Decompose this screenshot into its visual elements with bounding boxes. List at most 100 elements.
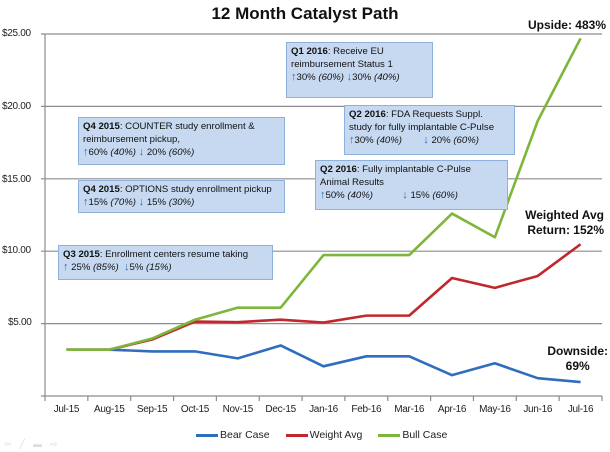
down-prob: (15%) — [146, 262, 172, 273]
up-prob: (60%) — [318, 72, 344, 83]
up-prob: (40%) — [347, 190, 373, 201]
callout-period: Q3 2015 — [63, 249, 100, 260]
up-pct: 60% — [88, 147, 108, 158]
downside-annotation: Downside: 69% — [547, 344, 608, 374]
arrow-up-icon: ↑ — [83, 146, 89, 158]
up-pct: 30% — [354, 135, 374, 146]
down-pct: 5% — [129, 262, 144, 273]
callout-q3-2015-enrollment: Q3 2015: Enrollment centers resume takin… — [58, 245, 273, 280]
down-prob: (40%) — [374, 72, 400, 83]
downside-line1: Downside: — [547, 344, 608, 358]
x-tick-label: Jul-16 — [567, 404, 594, 415]
arrow-up-icon: ↑ — [349, 134, 355, 146]
callout-text: : Enrollment centers resume taking — [99, 249, 249, 260]
arrow-down-icon: ↓ — [402, 189, 408, 201]
callout-text: study for fully implantable C-Pulse — [349, 122, 495, 133]
y-tick-label: $5.00 — [8, 317, 32, 328]
y-tick-label: $25.00 — [2, 28, 31, 39]
series-lines — [66, 37, 582, 384]
down-prob: (60%) — [432, 190, 458, 201]
weighted-avg-annotation: Weighted Avg Return: 152% — [525, 208, 604, 238]
callout-text: : OPTIONS study enrollment pickup — [119, 184, 272, 195]
arrow-down-icon: ↓ — [138, 146, 145, 158]
callout-period: Q2 2016 — [320, 164, 357, 175]
arrow-up-icon: ↑ — [291, 71, 297, 83]
x-tick-label: Sep-15 — [136, 404, 168, 415]
down-pct: 15% — [410, 190, 430, 201]
legend-item-bear: Bear Case — [196, 429, 270, 441]
callout-text: : COUNTER study enrollment & — [119, 121, 255, 132]
up-prob: (85%) — [93, 262, 119, 273]
up-prob: (70%) — [110, 197, 136, 208]
arrow-down-icon: ↓ — [346, 71, 353, 83]
legend-label: Weight Avg — [309, 429, 363, 441]
down-pct: 20% — [431, 135, 451, 146]
down-prob: (30%) — [168, 197, 195, 208]
y-tick-label: $10.00 — [2, 245, 31, 256]
y-tick-label: $20.00 — [2, 101, 31, 112]
callout-text: : Fully implantable C-Pulse — [356, 164, 471, 175]
prev-arrow-icon[interactable]: ⇦ — [4, 439, 12, 449]
callout-text: reimbursement pickup, — [83, 134, 181, 145]
up-prob: (40%) — [376, 135, 402, 146]
chart-title: 12 Month Catalyst Path — [211, 4, 399, 23]
arrow-up-icon: ↑ — [63, 261, 69, 273]
x-tick-label: Jul-15 — [53, 404, 80, 415]
x-tick-label: May-16 — [479, 404, 511, 415]
x-tick-label: Nov-15 — [222, 404, 254, 415]
weighted-avg-line1: Weighted Avg — [525, 208, 604, 222]
callout-period: Q1 2016 — [291, 46, 328, 57]
legend-swatch-bull — [378, 433, 401, 437]
upside-annotation: Upside: 483% — [527, 18, 606, 32]
slideshow-nav: ⇦ ╱ ▬ ⇨ — [4, 439, 58, 450]
legend-swatch-bear — [196, 433, 218, 437]
callout-q2-2016-fda: Q2 2016: FDA Requests Suppl. study for f… — [344, 105, 515, 155]
up-pct: 30% — [296, 72, 316, 83]
callout-q4-2015-options: Q4 2015: OPTIONS study enrollment pickup… — [78, 180, 285, 213]
down-pct: 30% — [352, 72, 372, 83]
x-tick-label: Feb-16 — [351, 404, 382, 415]
y-tick-label: $15.00 — [2, 174, 31, 185]
callout-text: reimbursement Status 1 — [291, 59, 393, 70]
callout-q4-2015-counter: Q4 2015: COUNTER study enrollment & reim… — [78, 117, 285, 165]
down-prob: (60%) — [453, 135, 479, 146]
x-tick-label: Aug-15 — [94, 404, 125, 415]
x-tick-label: Oct-15 — [180, 404, 210, 415]
x-tick-label: Jun-16 — [523, 404, 553, 415]
callout-text: Animal Results — [320, 177, 384, 188]
up-pct: 50% — [325, 190, 345, 201]
down-pct: 15% — [146, 197, 167, 208]
callout-text: : Receive EU — [327, 46, 384, 57]
downside-line2: 69% — [565, 359, 590, 373]
x-tick-label: Mar-16 — [394, 404, 425, 415]
up-prob: (40%) — [110, 147, 136, 158]
callout-q1-2016-eu: Q1 2016: Receive EU reimbursement Status… — [286, 42, 433, 98]
callout-q2-2016-animal: Q2 2016: Fully implantable C-Pulse Anima… — [315, 160, 508, 210]
up-pct: 15% — [88, 197, 108, 208]
legend-item-bull: Bull Case — [378, 429, 447, 441]
legend-label: Bull Case — [402, 429, 448, 441]
down-prob: (60%) — [168, 147, 195, 158]
arrow-down-icon: ↓ — [123, 261, 130, 273]
arrow-up-icon: ↑ — [320, 189, 326, 201]
up-pct: 25% — [71, 262, 91, 273]
pen-icon[interactable]: ╱ — [19, 439, 25, 449]
weighted-avg-line2: Return: 152% — [527, 223, 604, 237]
next-arrow-icon[interactable]: ⇨ — [49, 439, 58, 449]
axes — [41, 34, 603, 401]
x-tick-label: Apr-16 — [437, 404, 467, 415]
arrow-down-icon: ↓ — [423, 134, 429, 146]
callout-period: Q4 2015 — [83, 184, 120, 195]
legend-label: Bear Case — [220, 429, 270, 441]
arrow-down-icon: ↓ — [138, 196, 145, 208]
down-pct: 20% — [146, 147, 167, 158]
callout-text: : FDA Requests Suppl. — [385, 109, 483, 120]
menu-icon[interactable]: ▬ — [32, 439, 42, 449]
legend: Bear Case Weight Avg Bull Case — [196, 429, 447, 441]
callout-period: Q4 2015 — [83, 121, 120, 132]
series-line-bear-case — [66, 344, 581, 384]
callout-period: Q2 2016 — [349, 109, 386, 120]
x-tick-label: Dec-15 — [265, 404, 296, 415]
legend-swatch-weighted — [285, 433, 308, 437]
legend-item-weighted: Weight Avg — [285, 429, 363, 441]
